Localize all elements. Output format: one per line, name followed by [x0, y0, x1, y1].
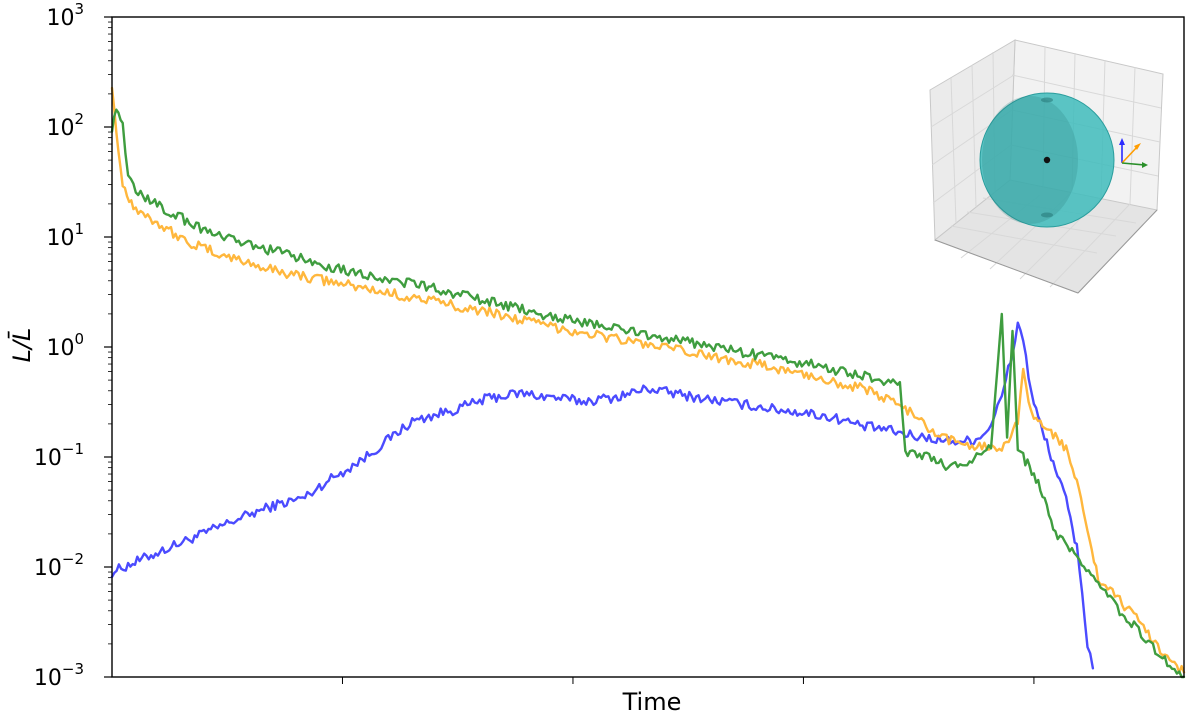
inset-tick-marks: [1077, 209, 1158, 294]
x-tick-marks: [341, 677, 1035, 684]
y-tick-marks: [104, 16, 112, 678]
series-line-1: [110, 321, 1095, 670]
series-group: [110, 86, 1186, 679]
inset-pole-top: [1041, 97, 1053, 103]
plot-frame: [111, 16, 1185, 678]
x-axis-title: Time: [622, 688, 682, 716]
inset-center-point: [1043, 156, 1051, 164]
y-tick-label: 101: [46, 220, 84, 251]
inset-edge: [934, 239, 1079, 294]
y-tick-label: 103: [46, 0, 84, 31]
y-tick-label: 10−2: [34, 550, 84, 581]
y-tick-label: 100: [46, 330, 84, 361]
inset-3d: [929, 39, 1164, 294]
y-tick-label: 102: [46, 110, 84, 141]
inset-pole-bottom: [1041, 212, 1053, 218]
series-line-3: [110, 108, 1186, 679]
y-axis-title: L/L̄: [7, 328, 36, 363]
inset-axis-triad: [1119, 138, 1148, 168]
series-line-2: [110, 86, 1186, 674]
y-tick-labels: 103 102 101 100 10−1 10−2 10−3: [34, 0, 84, 691]
inset-sphere-shadow: [982, 96, 1078, 224]
y-tick-label: 10−3: [34, 660, 84, 691]
y-tick-label: 10−1: [34, 440, 84, 471]
